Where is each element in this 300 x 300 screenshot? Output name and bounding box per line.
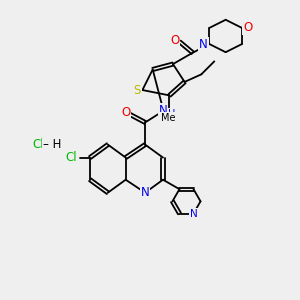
Text: Cl: Cl <box>66 151 77 164</box>
Text: Me: Me <box>161 112 176 123</box>
Text: S: S <box>133 83 141 97</box>
Text: O: O <box>170 34 179 47</box>
Text: N: N <box>190 208 197 218</box>
Text: O: O <box>243 21 252 34</box>
Text: O: O <box>121 106 130 119</box>
Text: N: N <box>141 186 149 199</box>
Text: N: N <box>199 38 208 51</box>
Text: H: H <box>169 109 176 118</box>
Text: – H: – H <box>43 138 61 151</box>
Text: N: N <box>159 104 167 117</box>
Text: Cl: Cl <box>33 138 44 151</box>
